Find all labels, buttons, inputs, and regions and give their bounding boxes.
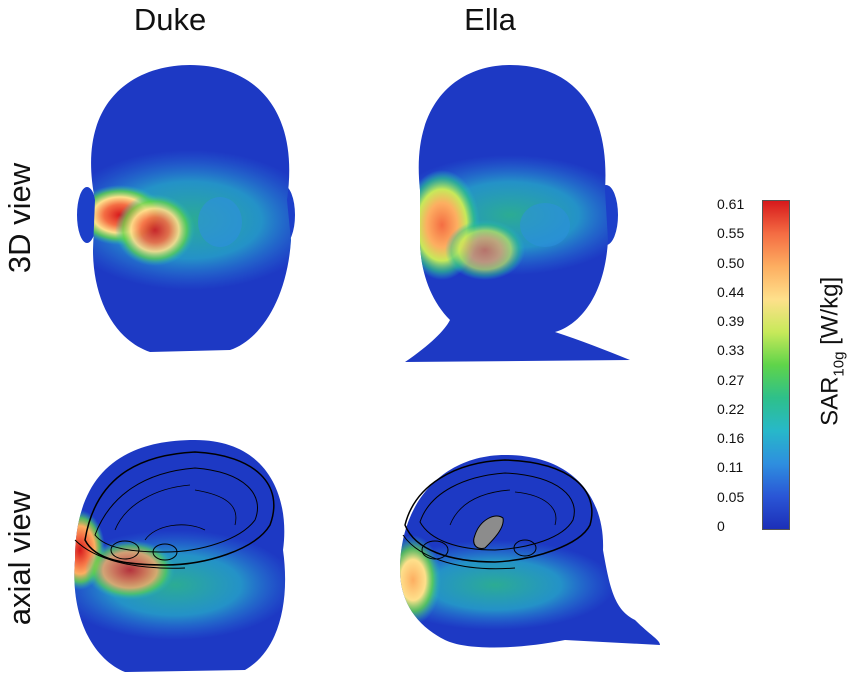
- duke-3d-head-render: [77, 65, 295, 352]
- colorbar-tick-label: 0.55: [717, 225, 745, 242]
- colorbar-tick-label: 0.33: [717, 342, 745, 359]
- ella-axial-cut-outline: [404, 459, 593, 563]
- row-title-axial-view: axial view: [2, 490, 37, 626]
- column-title-duke: Duke: [133, 2, 207, 37]
- colorbar-label-subscript: 10g: [830, 351, 848, 377]
- colorbar-tick-label: 0.39: [717, 313, 745, 330]
- colorbar-label: SAR10g [W/kg]: [817, 231, 848, 471]
- duke-ear: [77, 187, 97, 243]
- row-title-3d-view: 3D view: [2, 162, 37, 274]
- colorbar-tick-label: 0.05: [717, 488, 745, 505]
- colorbar-tick-label: 0.27: [717, 371, 745, 388]
- colorbar-tick-label: 0.16: [717, 430, 745, 447]
- colorbar-tick-label: 0.50: [717, 254, 745, 271]
- colorbar-tick-label: 0.11: [717, 459, 744, 476]
- colorbar-tick-label: 0: [717, 518, 725, 534]
- duke-axial-view-render: [74, 440, 286, 672]
- colorbar-tick-label: 0.44: [717, 283, 745, 300]
- ella-axial-gray-region: [473, 515, 504, 549]
- column-title-ella: Ella: [464, 2, 516, 37]
- colorbar-label-unit: [W/kg]: [816, 276, 844, 352]
- colorbar-tick-label: 0.61: [717, 196, 745, 212]
- ella-axial-view-render: [400, 455, 660, 648]
- colorbar-label-main: SAR: [816, 376, 844, 426]
- ella-3d-head-render: [405, 65, 630, 362]
- duke-axial-cut-outline: [84, 451, 275, 566]
- colorbar: [762, 200, 790, 530]
- colorbar-tick-label: 0.22: [717, 400, 745, 417]
